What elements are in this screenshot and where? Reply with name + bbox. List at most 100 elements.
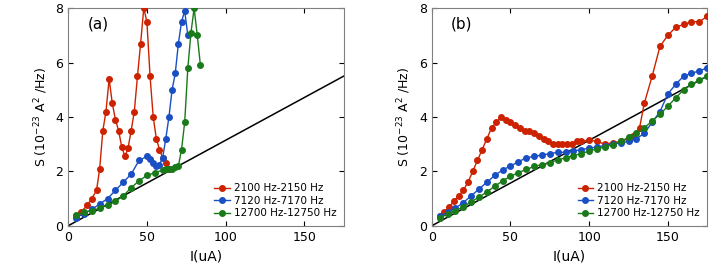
2100 Hz-2150 Hz bbox=[516, 126, 524, 129]
2100 Hz-2150 Hz bbox=[492, 121, 500, 124]
7120 Hz-7170 Hz bbox=[459, 201, 467, 204]
7120 Hz-7170 Hz bbox=[679, 75, 688, 78]
7120 Hz-7170 Hz bbox=[703, 66, 712, 70]
2100 Hz-2150 Hz bbox=[102, 110, 111, 113]
12700 Hz-12750 Hz bbox=[95, 206, 104, 210]
7120 Hz-7170 Hz bbox=[538, 153, 546, 157]
2100 Hz-2150 Hz bbox=[72, 215, 80, 218]
12700 Hz-12750 Hz bbox=[695, 79, 704, 82]
2100 Hz-2150 Hz bbox=[671, 26, 680, 29]
2100 Hz-2150 Hz bbox=[162, 162, 170, 165]
2100 Hz-2150 Hz bbox=[143, 20, 151, 23]
12700 Hz-12750 Hz bbox=[190, 7, 198, 10]
12700 Hz-12750 Hz bbox=[498, 179, 507, 183]
Text: (b): (b) bbox=[451, 17, 472, 32]
2100 Hz-2150 Hz bbox=[577, 140, 586, 143]
7120 Hz-7170 Hz bbox=[632, 137, 640, 140]
7120 Hz-7170 Hz bbox=[171, 72, 180, 75]
7120 Hz-7170 Hz bbox=[95, 202, 104, 206]
Line: 7120 Hz-7170 Hz: 7120 Hz-7170 Hz bbox=[437, 65, 710, 219]
12700 Hz-12750 Hz bbox=[119, 194, 128, 197]
7120 Hz-7170 Hz bbox=[451, 206, 460, 210]
12700 Hz-12750 Hz bbox=[196, 64, 205, 67]
7120 Hz-7170 Hz bbox=[554, 151, 562, 154]
7120 Hz-7170 Hz bbox=[577, 148, 586, 151]
12700 Hz-12750 Hz bbox=[435, 216, 444, 219]
2100 Hz-2150 Hz bbox=[152, 137, 161, 140]
12700 Hz-12750 Hz bbox=[159, 168, 167, 172]
7120 Hz-7170 Hz bbox=[135, 159, 144, 162]
2100 Hz-2150 Hz bbox=[123, 147, 132, 150]
2100 Hz-2150 Hz bbox=[121, 155, 129, 158]
2100 Hz-2150 Hz bbox=[558, 143, 567, 146]
2100 Hz-2150 Hz bbox=[616, 140, 625, 143]
2100 Hz-2150 Hz bbox=[663, 34, 672, 37]
7120 Hz-7170 Hz bbox=[656, 110, 664, 113]
12700 Hz-12750 Hz bbox=[135, 179, 144, 183]
2100 Hz-2150 Hz bbox=[98, 129, 107, 132]
2100 Hz-2150 Hz bbox=[435, 215, 444, 218]
7120 Hz-7170 Hz bbox=[155, 163, 164, 166]
12700 Hz-12750 Hz bbox=[193, 34, 202, 37]
Line: 2100 Hz-2150 Hz: 2100 Hz-2150 Hz bbox=[73, 5, 172, 219]
Line: 12700 Hz-12750 Hz: 12700 Hz-12750 Hz bbox=[437, 73, 710, 220]
2100 Hz-2150 Hz bbox=[482, 137, 491, 140]
12700 Hz-12750 Hz bbox=[451, 209, 460, 212]
12700 Hz-12750 Hz bbox=[177, 148, 186, 151]
2100 Hz-2150 Hz bbox=[459, 189, 467, 192]
2100 Hz-2150 Hz bbox=[629, 134, 638, 138]
7120 Hz-7170 Hz bbox=[127, 172, 136, 176]
2100 Hz-2150 Hz bbox=[118, 145, 126, 149]
7120 Hz-7170 Hz bbox=[498, 168, 507, 172]
2100 Hz-2150 Hz bbox=[624, 137, 633, 140]
12700 Hz-12750 Hz bbox=[577, 152, 586, 155]
2100 Hz-2150 Hz bbox=[525, 129, 533, 132]
12700 Hz-12750 Hz bbox=[184, 66, 192, 70]
2100 Hz-2150 Hz bbox=[88, 197, 96, 200]
7120 Hz-7170 Hz bbox=[648, 121, 656, 124]
Line: 7120 Hz-7170 Hz: 7120 Hz-7170 Hz bbox=[73, 8, 190, 220]
2100 Hz-2150 Hz bbox=[539, 137, 548, 140]
7120 Hz-7170 Hz bbox=[624, 140, 633, 143]
2100 Hz-2150 Hz bbox=[501, 118, 510, 121]
7120 Hz-7170 Hz bbox=[522, 156, 531, 159]
7120 Hz-7170 Hz bbox=[514, 160, 523, 163]
Line: 2100 Hz-2150 Hz: 2100 Hz-2150 Hz bbox=[437, 14, 710, 219]
7120 Hz-7170 Hz bbox=[164, 115, 173, 119]
12700 Hz-12750 Hz bbox=[103, 204, 112, 207]
12700 Hz-12750 Hz bbox=[164, 167, 173, 170]
2100 Hz-2150 Hz bbox=[497, 115, 505, 119]
12700 Hz-12750 Hz bbox=[467, 200, 475, 203]
12700 Hz-12750 Hz bbox=[608, 143, 617, 146]
2100 Hz-2150 Hz bbox=[506, 121, 515, 124]
12700 Hz-12750 Hz bbox=[632, 132, 640, 135]
2100 Hz-2150 Hz bbox=[585, 138, 594, 142]
12700 Hz-12750 Hz bbox=[585, 149, 594, 153]
12700 Hz-12750 Hz bbox=[648, 119, 656, 123]
7120 Hz-7170 Hz bbox=[103, 197, 112, 200]
7120 Hz-7170 Hz bbox=[608, 143, 617, 146]
2100 Hz-2150 Hz bbox=[468, 170, 477, 173]
12700 Hz-12750 Hz bbox=[554, 158, 562, 162]
2100 Hz-2150 Hz bbox=[449, 200, 458, 203]
2100 Hz-2150 Hz bbox=[127, 129, 136, 132]
7120 Hz-7170 Hz bbox=[162, 137, 170, 140]
2100 Hz-2150 Hz bbox=[136, 42, 145, 45]
2100 Hz-2150 Hz bbox=[155, 148, 164, 151]
7120 Hz-7170 Hz bbox=[159, 156, 167, 159]
2100 Hz-2150 Hz bbox=[695, 20, 704, 23]
12700 Hz-12750 Hz bbox=[671, 96, 680, 100]
7120 Hz-7170 Hz bbox=[506, 164, 515, 168]
12700 Hz-12750 Hz bbox=[482, 190, 491, 193]
12700 Hz-12750 Hz bbox=[514, 171, 523, 174]
7120 Hz-7170 Hz bbox=[546, 152, 554, 155]
7120 Hz-7170 Hz bbox=[687, 72, 696, 75]
2100 Hz-2150 Hz bbox=[111, 118, 120, 121]
2100 Hz-2150 Hz bbox=[114, 129, 123, 132]
2100 Hz-2150 Hz bbox=[83, 204, 91, 207]
2100 Hz-2150 Hz bbox=[703, 15, 712, 18]
2100 Hz-2150 Hz bbox=[454, 194, 463, 197]
2100 Hz-2150 Hz bbox=[440, 211, 449, 214]
7120 Hz-7170 Hz bbox=[569, 149, 578, 153]
12700 Hz-12750 Hz bbox=[593, 147, 602, 150]
